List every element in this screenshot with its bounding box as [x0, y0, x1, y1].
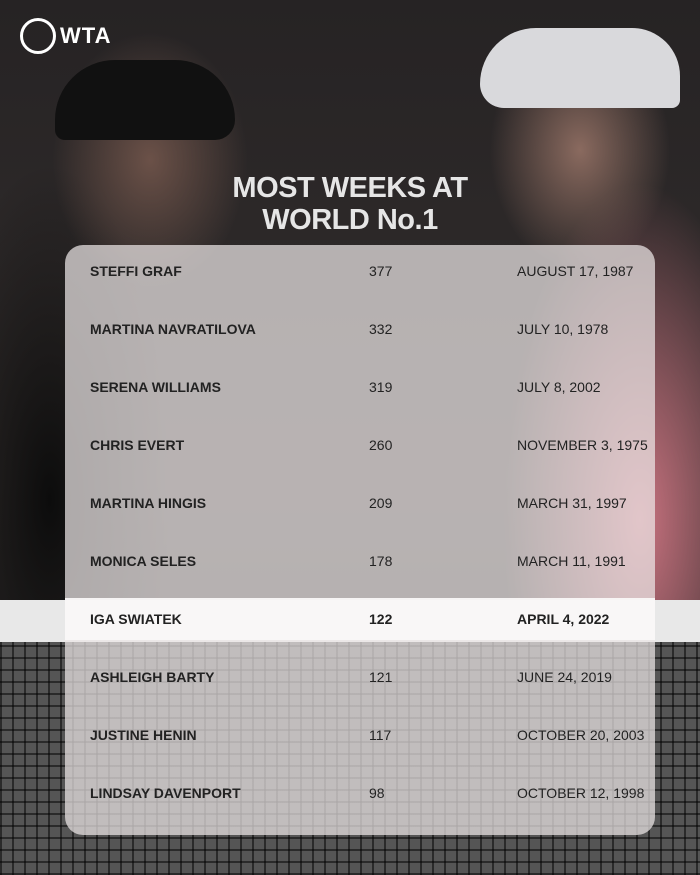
- title-line: WORLD No.1: [262, 204, 438, 236]
- player-name: JUSTINE HENIN: [90, 727, 197, 743]
- rankings-table: STEFFI GRAF 377 AUGUST 17, 1987 MARTINA NAV…: [65, 245, 655, 835]
- first-date: JUNE 24, 2019: [517, 669, 612, 685]
- table-row: MARTINA HINGIS 209 MARCH 31, 1997: [65, 482, 655, 524]
- table-row: ASHLEIGH BARTY 121 JUNE 24, 2019: [65, 656, 655, 698]
- weeks-count: 319: [369, 379, 393, 395]
- table-row: IGA SWIATEK 122 APRIL 4, 2022: [65, 598, 655, 640]
- first-date: OCTOBER 20, 2003: [517, 727, 645, 743]
- player-name: IGA SWIATEK: [90, 611, 182, 627]
- first-date: MARCH 31, 1997: [517, 495, 627, 511]
- wta-logo: WTA: [20, 18, 111, 54]
- player-name: MONICA SELES: [90, 553, 197, 569]
- weeks-count: 209: [369, 495, 393, 511]
- weeks-count: 121: [369, 669, 393, 685]
- player-name: CHRIS EVERT: [90, 437, 185, 453]
- first-date: MARCH 11, 1991: [517, 553, 626, 569]
- first-date: OCTOBER 12, 1998: [517, 785, 645, 801]
- player-name: LINDSAY DAVENPORT: [90, 785, 241, 801]
- weeks-count: 332: [369, 321, 393, 337]
- player-name: ASHLEIGH BARTY: [90, 669, 215, 685]
- table-row: MARTINA NAVRATILOVA 332 JULY 10, 1978: [65, 308, 655, 350]
- first-date: JULY 10, 1978: [517, 321, 609, 337]
- weeks-count: 260: [369, 437, 393, 453]
- weeks-count: 98: [369, 785, 385, 801]
- page-title: MOST WEEKS AT WORLD No.1: [0, 172, 700, 236]
- player-name: STEFFI GRAF: [90, 263, 182, 279]
- table-row: CHRIS EVERT 260 NOVEMBER 3, 1975: [65, 424, 655, 466]
- player-left-cap: [55, 60, 235, 140]
- wta-logo-icon: [20, 18, 56, 54]
- weeks-count: 117: [369, 727, 392, 743]
- player-right-cap: [480, 28, 680, 108]
- player-name: MARTINA HINGIS: [90, 495, 207, 511]
- logo-text: WTA: [60, 23, 112, 48]
- player-name: SERENA WILLIAMS: [90, 379, 221, 395]
- table-row: LINDSAY DAVENPORT 98 OCTOBER 12, 1998: [65, 772, 655, 814]
- table-row: JUSTINE HENIN 117 OCTOBER 20, 2003: [65, 714, 655, 756]
- weeks-count: 178: [369, 553, 393, 569]
- first-date: NOVEMBER 3, 1975: [517, 437, 648, 453]
- first-date: AUGUST 17, 1987: [517, 263, 634, 279]
- table-row: MONICA SELES 178 MARCH 11, 1991: [65, 540, 655, 582]
- player-name: MARTINA NAVRATILOVA: [90, 321, 256, 337]
- first-date: JULY 8, 2002: [517, 379, 601, 395]
- table-row: STEFFI GRAF 377 AUGUST 17, 1987: [65, 250, 655, 292]
- title-line: MOST WEEKS AT: [232, 172, 468, 204]
- first-date: APRIL 4, 2022: [517, 611, 610, 627]
- weeks-count: 122: [369, 611, 393, 627]
- table-row: SERENA WILLIAMS 319 JULY 8, 2002: [65, 366, 655, 408]
- weeks-count: 377: [369, 263, 393, 279]
